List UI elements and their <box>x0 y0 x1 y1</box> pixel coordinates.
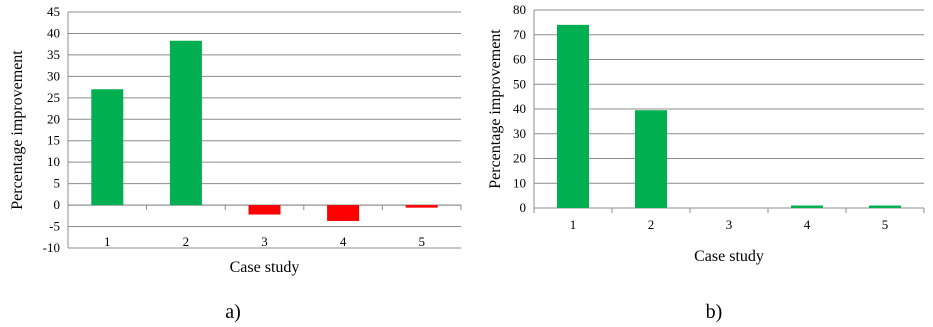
b-y-tick-label: 80 <box>513 2 526 17</box>
a-bar-case-5 <box>405 205 438 208</box>
b-y-tick-label: 0 <box>520 200 527 215</box>
a-y-tick-label: 10 <box>47 154 60 169</box>
b-y-tick-label: 70 <box>513 27 526 42</box>
a-y-tick-label: 15 <box>47 133 60 148</box>
b-bar-case-1 <box>557 24 589 208</box>
b-x-tick-label: 2 <box>648 217 655 232</box>
a-y-tick-label: -5 <box>49 219 60 234</box>
a-x-tick-label: 1 <box>104 234 111 249</box>
a-x-axis-title: Case study <box>230 259 300 276</box>
b-y-tick-label: 60 <box>513 52 526 67</box>
a-y-tick-label: 20 <box>47 111 60 126</box>
b-x-tick-label: 5 <box>882 217 889 232</box>
a-y-tick-label: 5 <box>54 176 61 191</box>
b-panel-label: b) <box>706 301 723 323</box>
chart-b: 80 70 60 50 40 30 20 10 0 1 2 3 4 5 Case study Percenta… <box>487 2 925 323</box>
a-y-axis-title: Percentage improvement <box>9 50 26 210</box>
b-bar-case-5 <box>869 205 901 208</box>
a-bar-case-2 <box>169 40 202 206</box>
a-y-tick-label: 40 <box>47 25 60 40</box>
b-x-tick-label: 4 <box>804 217 811 232</box>
b-y-tick-label: 20 <box>513 151 526 166</box>
a-x-tick-label: 4 <box>340 234 347 249</box>
b-x-tick-label: 1 <box>570 217 577 232</box>
b-y-tick-label: 30 <box>513 126 526 141</box>
b-y-tick-label: 10 <box>513 175 526 190</box>
a-y-tick-label: 30 <box>47 68 60 83</box>
b-x-tick-label: 3 <box>726 217 733 232</box>
a-panel-label: a) <box>225 301 241 323</box>
b-y-axis-title: Percentage improvement <box>487 29 504 189</box>
a-y-tick-label: -10 <box>43 240 60 255</box>
a-y-tick-label: 0 <box>54 197 61 212</box>
a-y-tick-label: 45 <box>47 4 60 19</box>
a-bar-case-4 <box>327 205 360 221</box>
a-x-tick-label: 2 <box>183 234 190 249</box>
a-y-tick-label: 25 <box>47 90 60 105</box>
b-y-tick-label: 50 <box>513 76 526 91</box>
a-bar-case-1 <box>91 89 124 206</box>
a-y-tick-label: 35 <box>47 47 60 62</box>
a-x-tick-label: 5 <box>418 234 425 249</box>
b-bar-case-2 <box>635 110 667 208</box>
a-bar-case-3 <box>248 205 281 215</box>
a-x-tick-label: 3 <box>261 234 268 249</box>
b-bar-case-4 <box>791 205 823 208</box>
b-x-axis-title: Case study <box>694 248 764 265</box>
b-y-tick-label: 40 <box>513 101 526 116</box>
